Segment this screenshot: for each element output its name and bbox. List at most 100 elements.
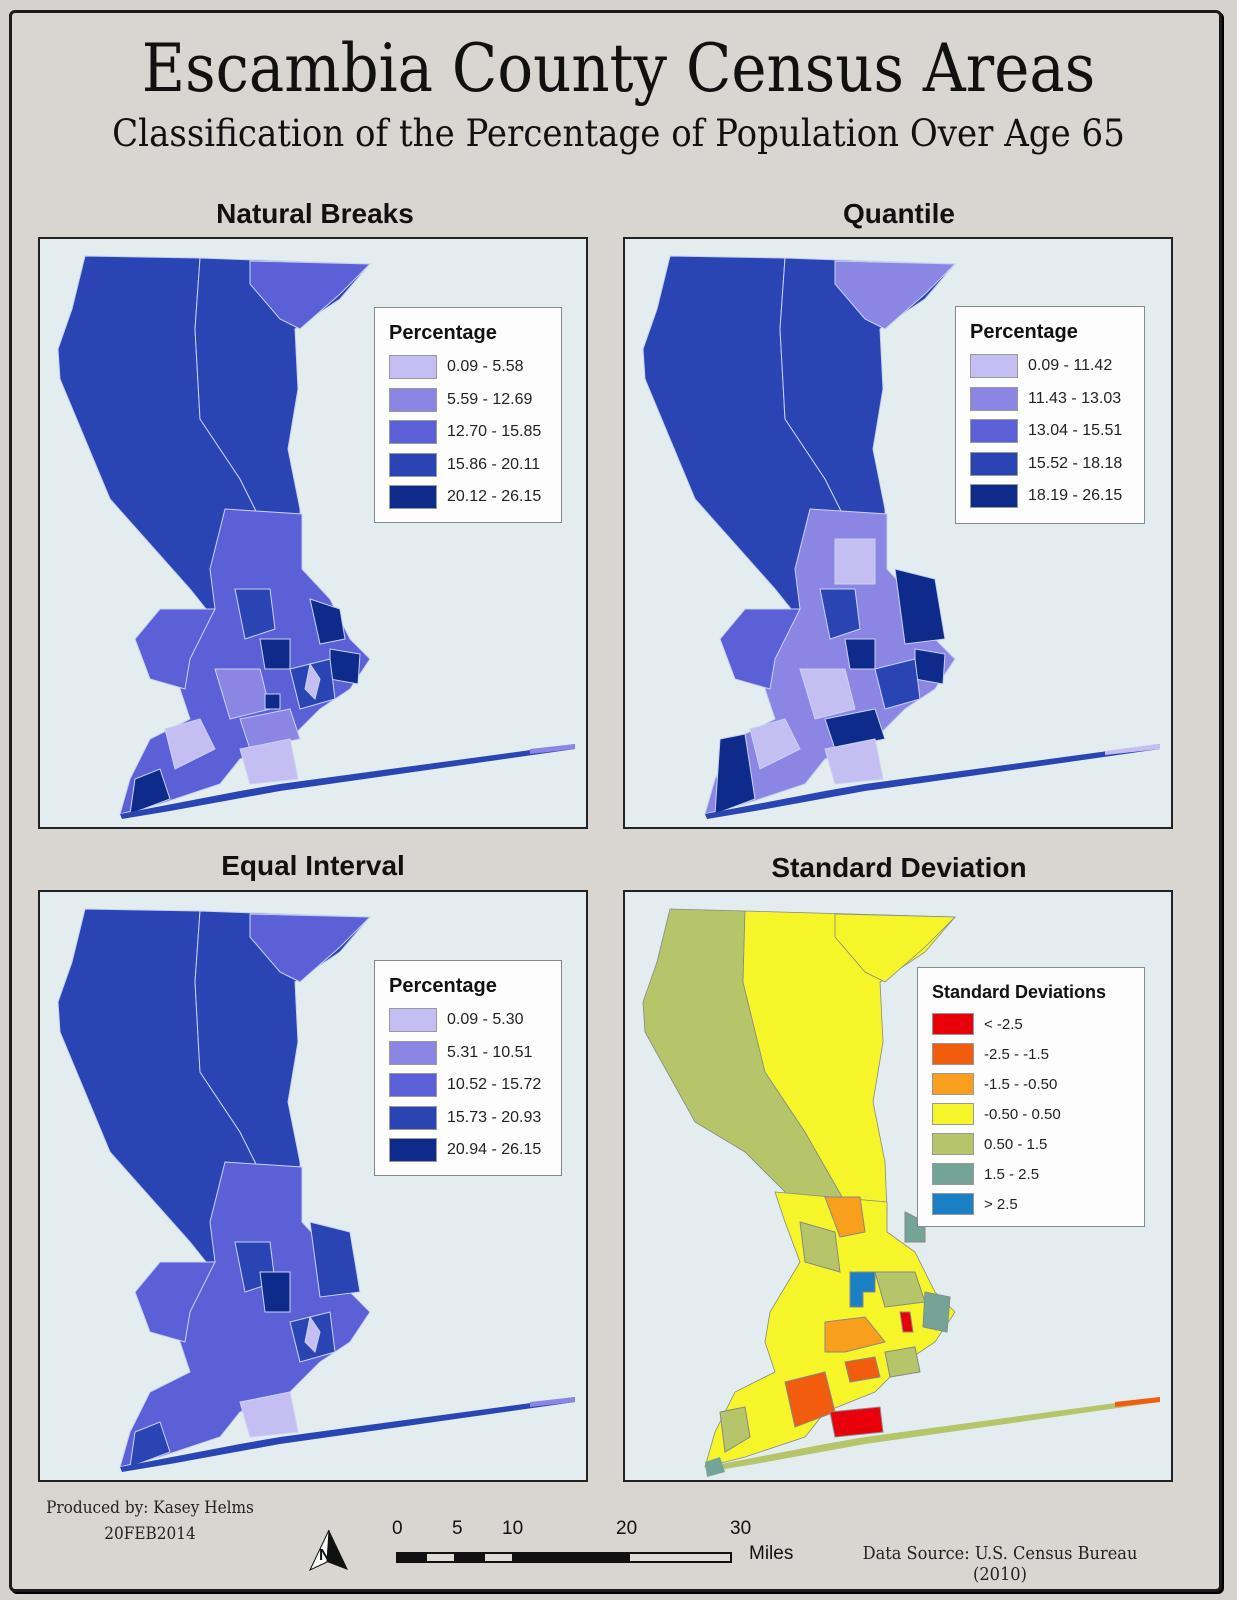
legend-label: 20.12 - 26.15 (447, 488, 542, 506)
panel-title-natural-breaks: Natural Breaks (216, 198, 414, 229)
panel-title-quantile: Quantile (842, 198, 955, 229)
legend-label: -0.50 - 0.50 (984, 1105, 1061, 1123)
legend-swatch (970, 484, 1018, 509)
scale-tick-label: 30 (730, 1518, 752, 1539)
county-map (57, 908, 575, 1472)
county-map (57, 255, 575, 819)
legend-swatch (389, 1073, 437, 1098)
legend-label: 15.73 - 20.93 (447, 1108, 542, 1126)
legend-swatch (932, 1133, 974, 1155)
legend-label: 11.43 - 13.03 (1028, 389, 1122, 407)
map-panel-quantile[interactable]: Percentage 0.09 - 11.42 11.43 - 13.03 13… (623, 237, 1173, 829)
svg-text:N: N (319, 1547, 331, 1564)
legend-label: 0.09 - 11.42 (1028, 357, 1113, 375)
legend-item: 5.59 - 12.69 (389, 384, 547, 417)
map-panel-equal-interval[interactable]: Percentage 0.09 - 5.30 5.31 - 10.51 10.5… (38, 890, 588, 1482)
legend-label: 15.52 - 18.18 (1028, 454, 1123, 472)
legend-swatch (389, 1008, 437, 1033)
legend-item: < -2.5 (932, 1009, 1130, 1039)
page-title: Escambia County Census Areas (141, 30, 1096, 107)
legend-swatch (389, 355, 437, 380)
legend-swatch (389, 1040, 437, 1065)
legend-item: 10.52 - 15.72 (389, 1069, 547, 1102)
legend-swatch (389, 420, 437, 445)
legend-item: 11.43 - 13.03 (970, 383, 1130, 416)
legend-label: 0.50 - 1.5 (984, 1135, 1048, 1153)
legend-swatch (389, 1105, 437, 1130)
scale-unit-label: Miles (749, 1543, 794, 1564)
legend-swatch (970, 354, 1018, 379)
legend-label: 18.19 - 26.15 (1028, 487, 1123, 505)
legend-item: > 2.5 (932, 1189, 1130, 1219)
legend-label: 0.09 - 5.58 (447, 358, 524, 376)
legend-item: 0.09 - 5.30 (389, 1004, 547, 1037)
legend-standard-deviation: Standard Deviations < -2.5 -2.5 - -1.5 -… (917, 967, 1145, 1227)
county-map (642, 255, 1160, 819)
legend-quantile: Percentage 0.09 - 11.42 11.43 - 13.03 13… (955, 306, 1145, 524)
legend-label: > 2.5 (984, 1195, 1018, 1213)
legend-swatch (970, 419, 1018, 444)
legend-title: Percentage (389, 975, 497, 997)
legend-swatch (389, 1138, 437, 1163)
legend-item: 18.19 - 26.15 (970, 480, 1130, 513)
legend-label: 20.94 - 26.15 (447, 1141, 542, 1159)
legend-swatch (932, 1073, 974, 1095)
legend-swatch (932, 1193, 974, 1215)
legend-item: 20.94 - 26.15 (389, 1134, 547, 1167)
legend-item: 15.86 - 20.11 (389, 449, 547, 482)
legend-swatch (932, 1043, 974, 1065)
map-panel-natural-breaks[interactable]: Percentage 0.09 - 5.58 5.59 - 12.69 12.7… (38, 237, 588, 829)
legend-label: < -2.5 (984, 1015, 1023, 1033)
scale-tick-label: 0 (392, 1518, 403, 1539)
legend-swatch (389, 452, 437, 477)
legend-item: 5.31 - 10.51 (389, 1037, 547, 1070)
produced-by-credit: Produced by: Kasey Helms (46, 1498, 254, 1518)
scale-bar-graphic (396, 1552, 732, 1563)
legend-label: -2.5 - -1.5 (984, 1045, 1050, 1063)
legend-natural-breaks: Percentage 0.09 - 5.58 5.59 - 12.69 12.7… (374, 307, 562, 523)
legend-swatch (389, 387, 437, 412)
legend-title: Percentage (389, 322, 497, 344)
scale-tick-label: 10 (502, 1518, 524, 1539)
legend-swatch (932, 1163, 974, 1185)
scale-tick-label: 5 (452, 1518, 463, 1539)
legend-label: -1.5 - -0.50 (984, 1075, 1058, 1093)
legend-item: 20.12 - 26.15 (389, 481, 547, 514)
data-source-credit: Data Source: U.S. Census Bureau (2010) (862, 1543, 1138, 1585)
legend-label: 13.04 - 15.51 (1028, 422, 1123, 440)
page-subtitle: Classification of the Percentage of Popu… (112, 112, 1125, 155)
legend-title: Percentage (970, 321, 1078, 343)
map-panel-standard-deviation[interactable]: Standard Deviations < -2.5 -2.5 - -1.5 -… (623, 890, 1173, 1482)
legend-item: 15.73 - 20.93 (389, 1102, 547, 1135)
legend-label: 10.52 - 15.72 (447, 1076, 542, 1094)
legend-label: 15.86 - 20.11 (447, 455, 541, 473)
legend-label: 1.5 - 2.5 (984, 1165, 1040, 1183)
production-date: 20FEB2014 (104, 1524, 196, 1544)
legend-swatch (970, 386, 1018, 411)
legend-item: 0.09 - 5.58 (389, 351, 547, 384)
scale-tick-label: 20 (616, 1518, 638, 1539)
legend-swatch (932, 1103, 974, 1125)
legend-swatch (389, 485, 437, 510)
county-map (642, 908, 1160, 1477)
panel-title-equal-interval: Equal Interval (221, 850, 405, 881)
legend-item: -2.5 - -1.5 (932, 1039, 1130, 1069)
legend-item: 15.52 - 18.18 (970, 448, 1130, 481)
legend-item: 0.09 - 11.42 (970, 350, 1130, 383)
legend-item: 0.50 - 1.5 (932, 1129, 1130, 1159)
legend-label: 5.31 - 10.51 (447, 1043, 533, 1061)
legend-item: -1.5 - -0.50 (932, 1069, 1130, 1099)
legend-label: 0.09 - 5.30 (447, 1011, 524, 1029)
legend-equal-interval: Percentage 0.09 - 5.30 5.31 - 10.51 10.5… (374, 960, 562, 1176)
panel-title-standard-deviation: Standard Deviation (771, 852, 1027, 883)
legend-item: 13.04 - 15.51 (970, 415, 1130, 448)
legend-swatch (970, 451, 1018, 476)
legend-item: -0.50 - 0.50 (932, 1099, 1130, 1129)
north-arrow-icon: N (308, 1529, 348, 1572)
legend-label: 5.59 - 12.69 (447, 390, 533, 408)
legend-title: Standard Deviations (932, 982, 1107, 1002)
legend-item: 1.5 - 2.5 (932, 1159, 1130, 1189)
legend-label: 12.70 - 15.85 (447, 423, 542, 441)
legend-item: 12.70 - 15.85 (389, 416, 547, 449)
legend-swatch (932, 1013, 974, 1035)
